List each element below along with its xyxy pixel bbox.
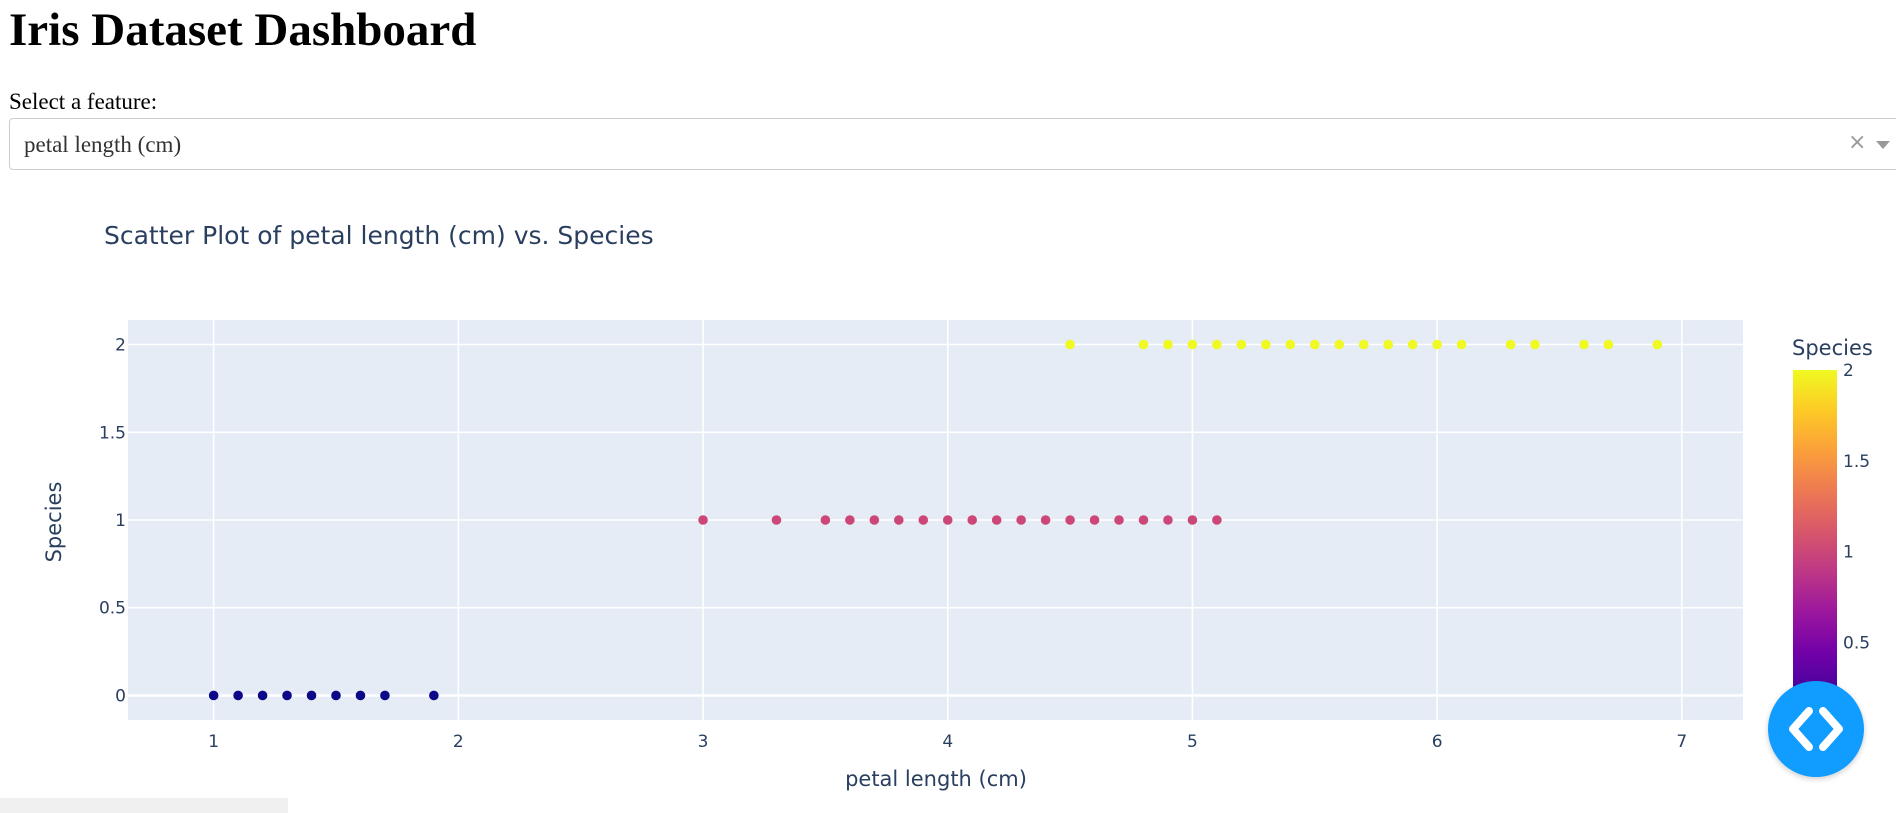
data-point[interactable]	[967, 515, 978, 525]
data-point[interactable]	[1407, 339, 1418, 350]
data-point[interactable]	[845, 515, 855, 525]
data-point[interactable]	[1187, 339, 1198, 350]
data-point[interactable]	[380, 690, 390, 701]
y-tick-label: 0	[115, 686, 126, 706]
data-point[interactable]	[1016, 515, 1026, 525]
data-point[interactable]	[331, 690, 341, 701]
data-point[interactable]	[820, 515, 831, 525]
data-point[interactable]	[1163, 339, 1173, 350]
page-title: Iris Dataset Dashboard	[9, 4, 477, 56]
status-strip	[0, 798, 288, 813]
chevron-down-icon[interactable]	[1876, 141, 1890, 149]
colorbar-title: Species	[1792, 336, 1873, 360]
data-point[interactable]	[1236, 339, 1247, 350]
data-point[interactable]	[1138, 339, 1149, 350]
colorbar-tick-label: 1	[1843, 543, 1854, 563]
x-tick-labels: 1 2 3 4 5 6 7	[208, 732, 1687, 752]
data-point[interactable]	[1212, 515, 1222, 525]
data-point[interactable]	[1163, 515, 1173, 525]
data-point[interactable]	[1652, 339, 1663, 350]
data-points	[208, 339, 1663, 701]
scatter-chart[interactable]: Scatter Plot of petal length (cm) vs. Sp…	[0, 195, 1896, 798]
code-toggle-button[interactable]	[1768, 681, 1864, 777]
feature-select-label: Select a feature:	[9, 89, 158, 114]
data-point[interactable]	[1456, 339, 1467, 350]
feature-dropdown[interactable]: petal length (cm) ×	[9, 118, 1896, 170]
data-point[interactable]	[1358, 339, 1369, 350]
data-point[interactable]	[1383, 339, 1393, 350]
data-point[interactable]	[1040, 515, 1051, 525]
data-point[interactable]	[1603, 339, 1614, 350]
x-tick-label: 4	[942, 732, 953, 752]
gridlines	[128, 320, 1743, 720]
data-point[interactable]	[1089, 515, 1100, 525]
x-tick-label: 3	[698, 732, 709, 752]
colorbar-tick-label: 0.5	[1843, 633, 1870, 653]
data-point[interactable]	[991, 515, 1002, 525]
x-tick-label: 6	[1432, 732, 1443, 752]
y-axis-title: Species	[42, 482, 66, 563]
data-point[interactable]	[869, 515, 880, 525]
y-tick-label: 1	[115, 511, 126, 531]
y-tick-labels: 0 0.5 1 1.5 2	[99, 336, 126, 707]
dropdown-selected-value: petal length (cm)	[24, 132, 182, 157]
data-point[interactable]	[233, 690, 243, 701]
colorbar-tick-labels: 0.5 1 1.5 2	[1843, 361, 1870, 653]
data-point[interactable]	[355, 690, 366, 701]
data-point[interactable]	[429, 690, 439, 701]
data-point[interactable]	[1114, 515, 1124, 525]
data-point[interactable]	[1530, 339, 1540, 350]
data-point[interactable]	[1212, 339, 1222, 350]
data-point[interactable]	[208, 690, 219, 701]
y-tick-label: 1.5	[99, 423, 126, 443]
data-point[interactable]	[1285, 339, 1296, 350]
x-axis-title: petal length (cm)	[845, 767, 1027, 791]
chart-title: Scatter Plot of petal length (cm) vs. Sp…	[104, 221, 654, 250]
data-point[interactable]	[1065, 515, 1075, 525]
data-point[interactable]	[1309, 339, 1320, 350]
data-point[interactable]	[771, 515, 782, 525]
data-point[interactable]	[893, 515, 904, 525]
x-tick-label: 1	[208, 732, 219, 752]
data-point[interactable]	[257, 690, 268, 701]
data-point[interactable]	[942, 515, 953, 525]
data-point[interactable]	[1261, 339, 1271, 350]
data-point[interactable]	[1505, 339, 1516, 350]
colorbar-tick-label: 1.5	[1843, 452, 1870, 472]
y-tick-label: 2	[115, 336, 126, 356]
data-point[interactable]	[1187, 515, 1198, 525]
colorbar	[1793, 370, 1837, 733]
code-icon	[1789, 707, 1843, 751]
data-point[interactable]	[1579, 339, 1589, 350]
x-tick-label: 2	[453, 732, 464, 752]
x-tick-label: 7	[1676, 732, 1687, 752]
data-point[interactable]	[1065, 339, 1075, 350]
x-tick-label: 5	[1187, 732, 1198, 752]
data-point[interactable]	[306, 690, 317, 701]
colorbar-tick-label: 2	[1843, 361, 1854, 381]
data-point[interactable]	[1138, 515, 1149, 525]
data-point[interactable]	[282, 690, 292, 701]
data-point[interactable]	[698, 515, 708, 525]
data-point[interactable]	[918, 515, 929, 525]
data-point[interactable]	[1334, 339, 1345, 350]
clear-icon[interactable]: ×	[1848, 130, 1867, 155]
data-point[interactable]	[1432, 339, 1442, 350]
y-tick-label: 0.5	[99, 599, 126, 619]
